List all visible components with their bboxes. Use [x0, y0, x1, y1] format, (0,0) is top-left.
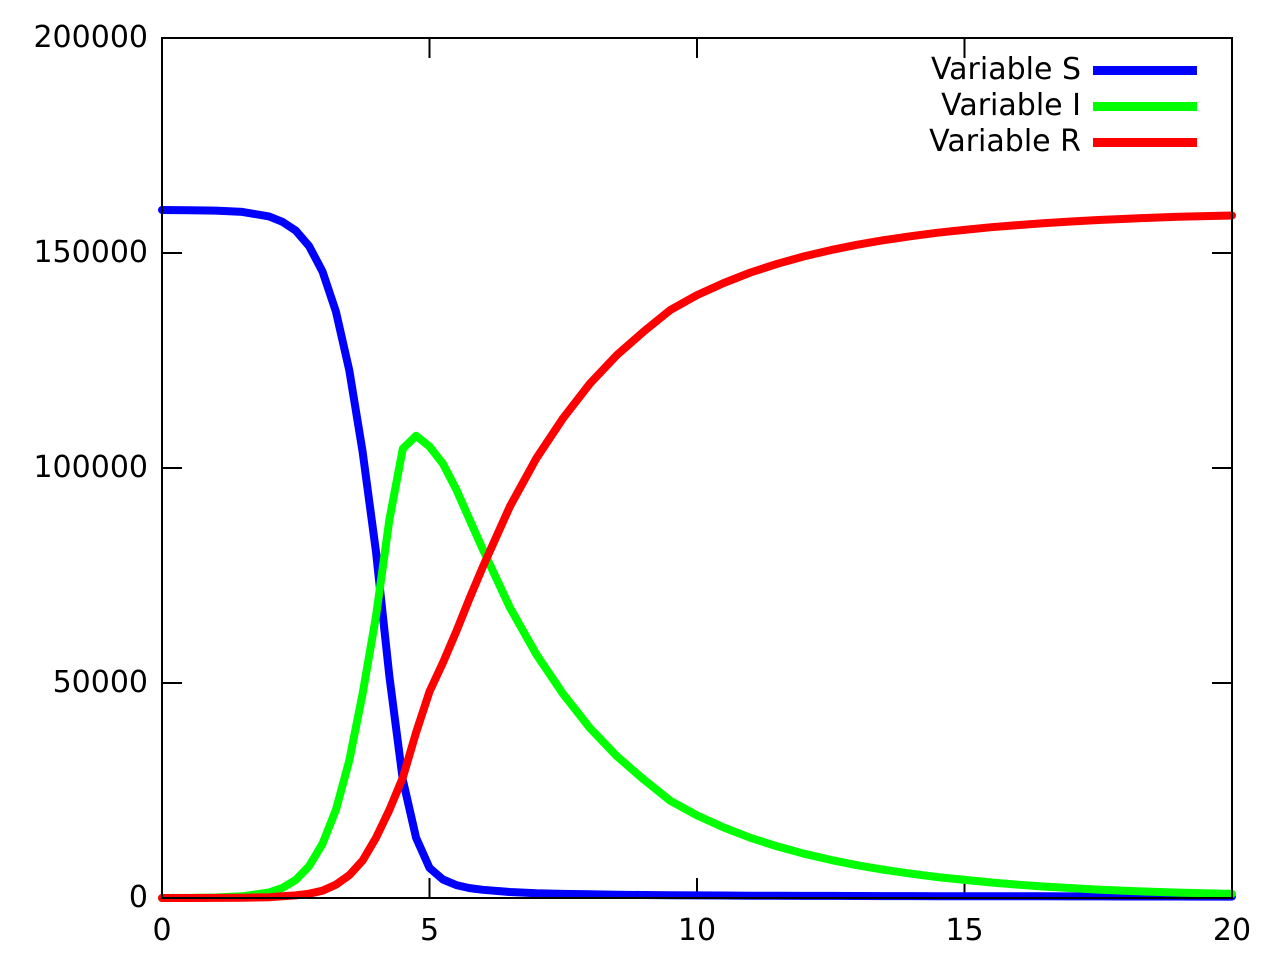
y-tick-label: 200000 — [33, 20, 148, 55]
x-tick-label: 0 — [152, 913, 172, 948]
x-tick-label: 10 — [677, 913, 717, 948]
legend-row: Variable R — [929, 124, 1197, 160]
curve-variable-i — [158, 431, 1236, 902]
curve-variable-s — [158, 206, 1236, 901]
legend-label: Variable R — [929, 124, 1081, 159]
legend-line-sample — [1093, 137, 1197, 147]
plot-border — [161, 37, 1233, 899]
x-tick-label: 15 — [945, 913, 984, 948]
y-tick-label: 0 — [128, 880, 148, 915]
legend-row: Variable I — [929, 88, 1197, 124]
legend-row: Variable S — [929, 52, 1197, 88]
y-tick-label: 50000 — [52, 665, 148, 700]
legend: Variable S Variable I Variable R — [929, 52, 1197, 160]
x-tick-label: 20 — [1212, 913, 1252, 948]
legend-line-sample — [1093, 101, 1197, 111]
legend-line-sample — [1093, 65, 1197, 75]
x-tick-label: 5 — [419, 913, 440, 948]
y-tick-label: 100000 — [33, 450, 148, 485]
legend-label: Variable I — [941, 88, 1081, 123]
curve-variable-r — [158, 211, 1236, 902]
legend-label: Variable S — [930, 52, 1081, 87]
y-tick-label: 150000 — [33, 235, 148, 270]
